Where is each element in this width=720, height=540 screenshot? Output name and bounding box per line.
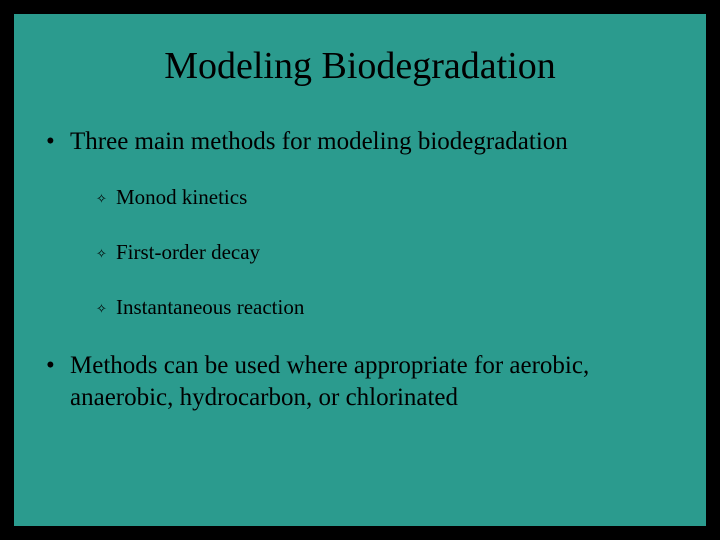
diamond-icon: ✧ (96, 301, 116, 317)
sub-bullet-text: Monod kinetics (116, 185, 674, 210)
slide-title: Modeling Biodegradation (16, 16, 704, 98)
bullet-main-2: • Methods can be used where appropriate … (46, 350, 674, 413)
sub-bullet-text: First-order decay (116, 240, 674, 265)
sub-bullet-1: ✧ Monod kinetics (96, 185, 674, 210)
diamond-icon: ✧ (96, 246, 116, 262)
bullet-main-1: • Three main methods for modeling biodeg… (46, 126, 674, 157)
sub-bullet-3: ✧ Instantaneous reaction (96, 295, 674, 320)
slide-content: • Three main methods for modeling biodeg… (16, 98, 704, 413)
slide-outer-frame: Modeling Biodegradation • Three main met… (0, 0, 720, 540)
bullet-marker: • (46, 126, 70, 157)
slide-body: Modeling Biodegradation • Three main met… (16, 16, 704, 524)
sub-bullet-2: ✧ First-order decay (96, 240, 674, 265)
sub-bullet-list: ✧ Monod kinetics ✧ First-order decay ✧ I… (46, 185, 674, 320)
bullet-text: Methods can be used where appropriate fo… (70, 350, 674, 413)
bullet-marker: • (46, 350, 70, 413)
bullet-text: Three main methods for modeling biodegra… (70, 126, 674, 157)
diamond-icon: ✧ (96, 191, 116, 207)
slide-border: Modeling Biodegradation • Three main met… (10, 10, 710, 530)
sub-bullet-text: Instantaneous reaction (116, 295, 674, 320)
